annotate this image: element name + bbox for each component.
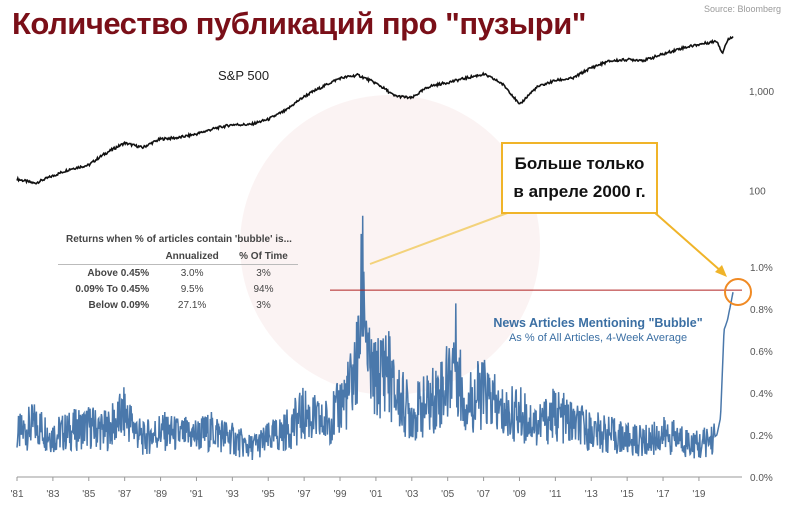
time-cell: 3% (256, 267, 271, 279)
table-caption: Returns when % of articles contain 'bubb… (66, 233, 292, 245)
x-tick-label: '87 (118, 489, 131, 500)
x-tick-label: '07 (477, 489, 490, 500)
x-tick-label: '89 (154, 489, 167, 500)
callout-line-1: Больше только (514, 154, 645, 173)
bubble-ytick-label: 0.8% (750, 305, 773, 316)
x-tick-label: '93 (226, 489, 239, 500)
bubble-ytick-label: 0.6% (750, 347, 773, 358)
callout-box: Больше только в апреле 2000 г. (501, 142, 658, 214)
table-row: 0.09% To 0.45% 9.5% 94% (58, 281, 298, 297)
x-tick-label: '97 (298, 489, 311, 500)
callout-arrow (653, 211, 723, 273)
sp-ytick-label: 100 (749, 186, 766, 197)
table-header (58, 248, 156, 265)
table-header: % Of Time (229, 248, 298, 265)
x-tick-label: '81 (10, 489, 23, 500)
x-tick-label: '11 (549, 489, 562, 500)
bubble-ytick-label: 0.4% (750, 389, 773, 400)
bubble-ytick-label: 0.2% (750, 431, 773, 442)
callout-connector-line (369, 211, 511, 265)
time-cell: 3% (256, 299, 271, 311)
arrow-head (715, 265, 727, 277)
x-tick-label: '17 (657, 489, 670, 500)
legend-title: News Articles Mentioning "Bubble" (493, 316, 703, 330)
x-tick-label: '85 (82, 489, 95, 500)
highlight-circle (724, 278, 752, 306)
x-tick-label: '91 (190, 489, 203, 500)
watermark-circle (240, 95, 540, 395)
x-tick-label: '99 (333, 489, 346, 500)
sp500-line (16, 35, 734, 185)
sp500-label: S&P 500 (218, 68, 270, 83)
x-tick-label: '13 (585, 489, 598, 500)
source-label: Source: Bloomberg (703, 4, 781, 14)
callout-line-2: в апреле 2000 г. (513, 182, 646, 201)
returns-table: Returns when % of articles contain 'bubb… (58, 231, 298, 313)
annualized-cell: 3.0% (180, 267, 204, 279)
x-tick-label: '95 (262, 489, 275, 500)
row-label: Below 0.09% (88, 299, 150, 311)
bubble-ytick-label: 0.0% (750, 473, 773, 484)
time-cell: 94% (253, 283, 274, 295)
sp500-plot: 100 1,000 (16, 35, 774, 197)
x-tick-label: '03 (405, 489, 418, 500)
bubble-legend: News Articles Mentioning "Bubble" As % o… (468, 316, 728, 344)
bubble-line (16, 215, 734, 461)
x-tick-label: '05 (441, 489, 454, 500)
annualized-cell: 27.1% (177, 299, 207, 311)
bubble-plot (16, 215, 742, 461)
annualized-cell: 9.5% (180, 283, 204, 295)
x-tick-label: '15 (621, 489, 634, 500)
row-label: 0.09% To 0.45% (75, 283, 150, 295)
table-header: Annualized (155, 248, 230, 265)
row-label: Above 0.45% (87, 267, 150, 279)
x-tick-label: '09 (513, 489, 526, 500)
legend-subtitle: As % of All Articles, 4-Week Average (508, 332, 688, 344)
chart-title: Количество публикаций про "пузыри" (12, 6, 586, 41)
y-axis: 0.0% 0.2% 0.4% 0.6% 0.8% 1.0% (750, 263, 773, 484)
table-row: Below 0.09% 27.1% 3% (58, 297, 298, 313)
table-row: Above 0.45% 3.0% 3% (58, 265, 298, 282)
x-tick-label: '01 (369, 489, 382, 500)
x-axis: '81 '83 '85 '87 '89 '91 '93 '95 '97 '99 '01 '03 '05 '… (10, 476, 742, 500)
bubble-ytick-label: 1.0% (750, 263, 773, 274)
x-tick-label: '83 (46, 489, 59, 500)
sp-ytick-label: 1,000 (749, 87, 774, 98)
x-tick-label: '19 (692, 489, 705, 500)
